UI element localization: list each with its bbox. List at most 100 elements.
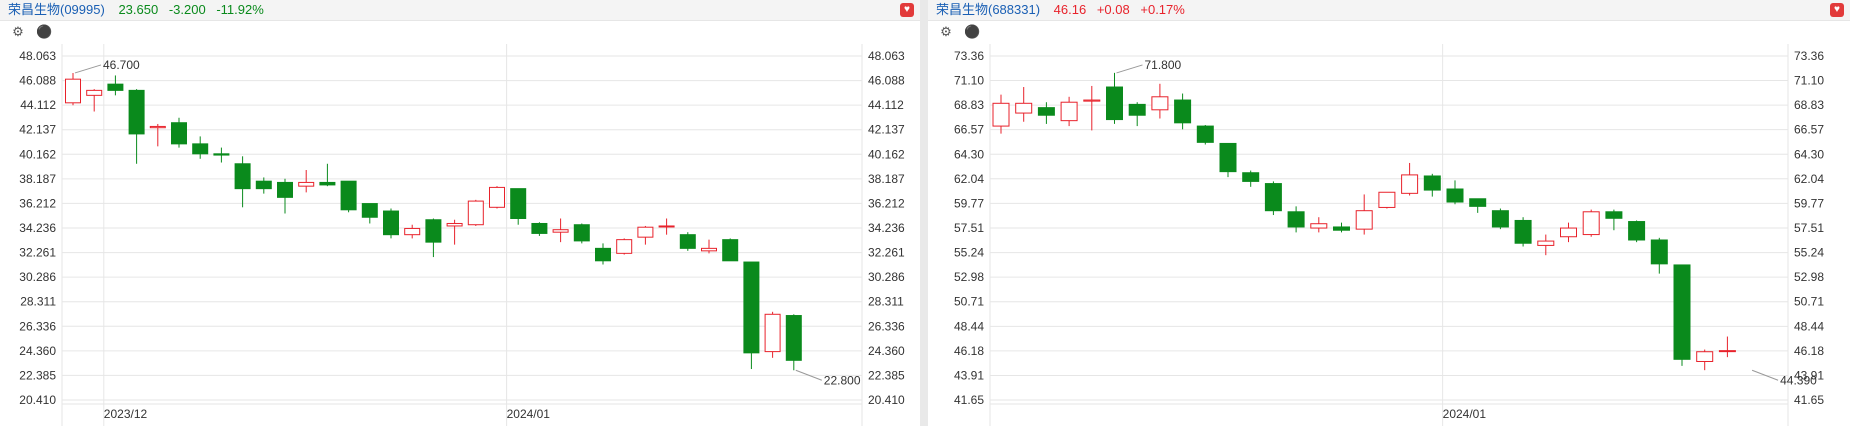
candle[interactable] bbox=[1015, 87, 1033, 122]
candle[interactable] bbox=[65, 72, 81, 106]
candle-body bbox=[192, 143, 209, 155]
candle[interactable] bbox=[1310, 217, 1328, 233]
candle[interactable] bbox=[1333, 222, 1350, 233]
y-tick-label-left: 48.063 bbox=[19, 49, 56, 63]
candle[interactable] bbox=[1469, 198, 1487, 213]
y-tick-label-right: 57.51 bbox=[1794, 221, 1824, 235]
candle[interactable] bbox=[1560, 222, 1577, 243]
candle[interactable] bbox=[1378, 191, 1396, 209]
candle[interactable] bbox=[785, 314, 802, 371]
candle[interactable] bbox=[1696, 349, 1714, 371]
candle[interactable] bbox=[1673, 264, 1691, 366]
candle[interactable] bbox=[1106, 72, 1123, 124]
stock-name[interactable]: 荣昌生物(09995) bbox=[8, 2, 105, 17]
candle[interactable] bbox=[531, 222, 548, 236]
candle[interactable] bbox=[319, 163, 336, 187]
candle[interactable] bbox=[616, 238, 633, 255]
candle-body bbox=[1650, 239, 1668, 265]
candle[interactable] bbox=[361, 203, 378, 224]
candle[interactable] bbox=[192, 136, 209, 159]
candle[interactable] bbox=[637, 225, 654, 245]
y-tick-label-right: 36.212 bbox=[868, 196, 905, 210]
y-tick-label-left: 24.360 bbox=[19, 344, 56, 358]
candle-body bbox=[213, 153, 230, 156]
gear-icon[interactable]: ⚙ bbox=[940, 24, 952, 39]
candle[interactable] bbox=[1491, 208, 1509, 230]
y-tick-label-right: 41.65 bbox=[1794, 393, 1824, 407]
candle[interactable] bbox=[255, 177, 272, 194]
candle[interactable] bbox=[1151, 83, 1169, 119]
candlestick-chart[interactable]: 73.36 73.36 71.10 71.10 68.83 68.83 66.57 66.57… bbox=[928, 0, 1850, 426]
candle[interactable] bbox=[298, 169, 315, 193]
candle[interactable] bbox=[425, 218, 442, 258]
candle[interactable] bbox=[679, 232, 696, 251]
candle[interactable] bbox=[743, 261, 760, 370]
candle[interactable] bbox=[658, 218, 675, 235]
candle[interactable] bbox=[1196, 124, 1214, 145]
candle[interactable] bbox=[1537, 234, 1555, 256]
candle[interactable] bbox=[489, 186, 505, 209]
candle[interactable] bbox=[1628, 220, 1646, 243]
heart-icon[interactable]: ♥ bbox=[900, 3, 914, 17]
candle[interactable] bbox=[277, 178, 293, 214]
candle-body bbox=[1491, 210, 1509, 228]
candle[interactable] bbox=[1083, 85, 1101, 131]
circle-up-icon[interactable]: ⚫ bbox=[964, 24, 981, 39]
candle[interactable] bbox=[1174, 93, 1192, 130]
candle[interactable] bbox=[1060, 96, 1078, 127]
candle[interactable] bbox=[573, 223, 590, 244]
candle[interactable] bbox=[1718, 336, 1736, 358]
candle[interactable] bbox=[1423, 173, 1441, 197]
candle[interactable] bbox=[1401, 162, 1419, 196]
heart-icon[interactable]: ♥ bbox=[1830, 3, 1844, 17]
gear-icon[interactable]: ⚙ bbox=[12, 24, 24, 39]
y-tick-label-right: 71.10 bbox=[1794, 74, 1824, 88]
candle[interactable] bbox=[128, 89, 145, 164]
max-price-label: 46.700 bbox=[103, 58, 140, 72]
candle[interactable] bbox=[510, 188, 527, 225]
circle-up-icon[interactable]: ⚫ bbox=[36, 24, 53, 39]
candle[interactable] bbox=[1355, 194, 1373, 235]
candle-body bbox=[552, 229, 569, 233]
candle-body bbox=[255, 180, 272, 190]
candle[interactable] bbox=[213, 147, 230, 163]
candle[interactable] bbox=[149, 123, 166, 147]
candle[interactable] bbox=[595, 243, 611, 265]
candle[interactable] bbox=[340, 180, 357, 213]
candle-body bbox=[1718, 350, 1736, 353]
candle-body bbox=[722, 239, 739, 262]
candle[interactable] bbox=[1128, 102, 1146, 127]
candle[interactable] bbox=[722, 238, 739, 262]
candle[interactable] bbox=[701, 239, 717, 254]
candle[interactable] bbox=[1219, 142, 1237, 178]
candle[interactable] bbox=[764, 311, 781, 358]
candlestick-chart[interactable]: 48.063 48.063 46.088 46.088 44.112 44.112 42.1… bbox=[0, 0, 920, 426]
candle-body bbox=[467, 200, 484, 226]
candle[interactable] bbox=[1446, 180, 1464, 205]
candle[interactable] bbox=[1650, 237, 1668, 274]
candle[interactable] bbox=[1264, 181, 1282, 216]
y-tick-label-right: 48.063 bbox=[868, 49, 905, 63]
stock-name[interactable]: 荣昌生物(688331) bbox=[936, 2, 1041, 17]
y-tick-label-right: 66.57 bbox=[1794, 123, 1824, 137]
candle[interactable] bbox=[1287, 206, 1305, 233]
candle-body bbox=[319, 181, 336, 186]
candle[interactable] bbox=[234, 156, 251, 208]
candle-body bbox=[595, 247, 611, 262]
candle[interactable] bbox=[171, 117, 187, 148]
candle[interactable] bbox=[383, 208, 399, 239]
candle[interactable] bbox=[1514, 217, 1532, 247]
candle[interactable] bbox=[1605, 209, 1623, 231]
candle[interactable] bbox=[404, 224, 421, 239]
candle[interactable] bbox=[992, 94, 1010, 134]
candle[interactable] bbox=[552, 218, 569, 243]
candle[interactable] bbox=[446, 219, 463, 245]
candle[interactable] bbox=[1582, 209, 1600, 237]
candle[interactable] bbox=[467, 199, 484, 226]
candle[interactable] bbox=[1037, 102, 1055, 124]
candle[interactable] bbox=[1242, 170, 1260, 187]
candle-body bbox=[171, 122, 187, 145]
y-tick-label-right: 64.30 bbox=[1794, 147, 1824, 161]
candle[interactable] bbox=[107, 75, 124, 96]
candle[interactable] bbox=[86, 89, 103, 112]
